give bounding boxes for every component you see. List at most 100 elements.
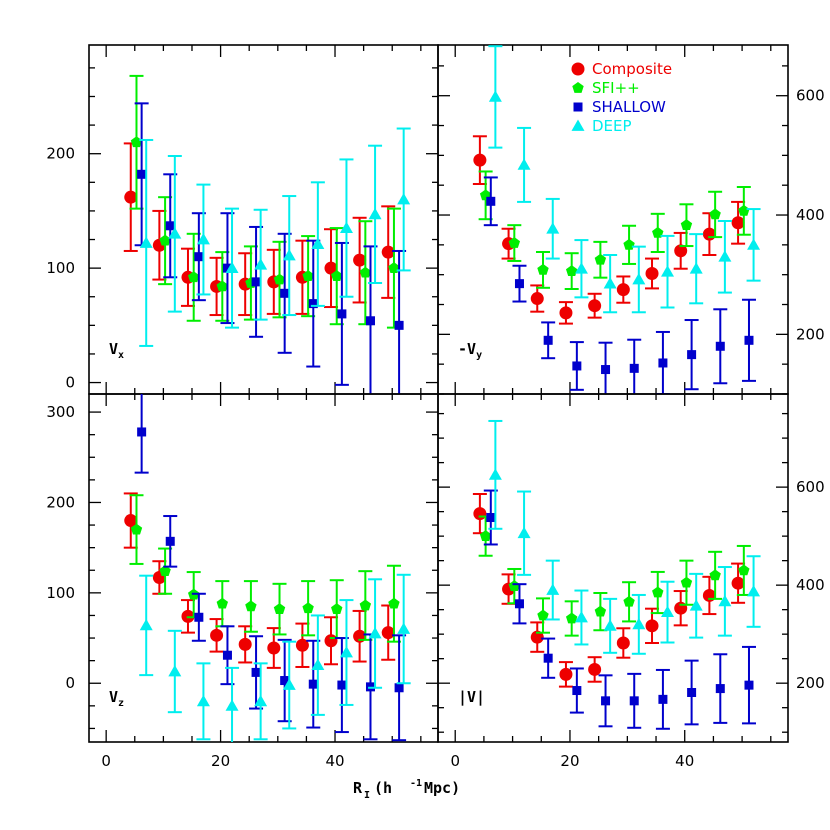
data-point	[689, 599, 703, 611]
data-point	[139, 236, 153, 248]
data-point	[331, 603, 343, 614]
panel-label: Vz	[109, 688, 124, 709]
data-point	[559, 667, 573, 681]
x-axis-label-end: Mpc)	[424, 779, 460, 797]
data-point	[353, 253, 367, 267]
data-point	[194, 252, 204, 262]
data-point	[674, 601, 688, 615]
y-ticks	[438, 65, 788, 395]
data-point	[543, 335, 553, 345]
data-point	[514, 599, 524, 609]
legend-marker	[572, 82, 584, 93]
panel-vy: 200 400 600 -Vy	[437, 44, 825, 395]
data-point	[130, 136, 143, 148]
data-point	[718, 594, 732, 607]
data-point	[282, 249, 296, 261]
data-point	[594, 605, 607, 617]
data-point	[738, 564, 750, 576]
data-point	[311, 237, 325, 249]
x-ticks	[454, 394, 772, 742]
data-point	[537, 609, 549, 621]
panel-frame	[437, 393, 789, 743]
data-point	[616, 636, 630, 650]
data-point	[254, 694, 268, 707]
data-point	[222, 263, 232, 273]
data-point	[629, 696, 639, 706]
data-point	[168, 227, 182, 239]
data-point	[709, 208, 721, 220]
y-tick-label: 100	[46, 259, 75, 277]
data-point	[324, 634, 338, 648]
data-point	[210, 628, 224, 642]
data-point	[744, 680, 754, 690]
data-point	[652, 586, 664, 598]
data-point	[559, 306, 573, 320]
data-point	[331, 270, 343, 281]
data-point	[216, 597, 229, 609]
data-point	[324, 261, 338, 275]
data-point	[225, 699, 239, 711]
data-point	[359, 266, 372, 278]
data-point	[543, 653, 553, 663]
data-point	[254, 258, 268, 270]
legend-marker	[573, 102, 583, 112]
data-point	[124, 190, 138, 204]
panel-vmag: 200 400 600 0 20 40 |V|	[437, 393, 825, 770]
data-point	[603, 277, 617, 289]
y-tick-label: 100	[46, 584, 75, 602]
data-point	[165, 221, 175, 231]
x-axis-label-main: R	[353, 779, 363, 797]
panel-label: |V|	[458, 688, 485, 707]
y-tick-label: 200	[796, 325, 825, 343]
legend-label: Composite	[592, 60, 672, 78]
data-point	[388, 597, 400, 609]
data-point	[273, 603, 286, 614]
data-point	[486, 513, 496, 523]
legend-label: SHALLOW	[592, 98, 666, 116]
data-point	[747, 238, 761, 250]
data-point	[339, 221, 353, 233]
data-point	[251, 277, 261, 287]
panel-data	[123, 394, 411, 742]
series-deep	[139, 127, 411, 347]
data-point	[282, 678, 296, 690]
x-tick-label: 0	[101, 752, 111, 770]
series-composite	[472, 492, 746, 688]
legend-entry: SHALLOW	[573, 98, 666, 116]
data-point	[645, 619, 659, 633]
data-point	[546, 222, 560, 234]
legend-label: SFI++	[592, 79, 640, 97]
data-point	[601, 696, 611, 706]
y-ticks	[438, 412, 788, 733]
data-point	[267, 641, 281, 655]
x-axis-label-sub: I	[364, 790, 370, 801]
data-point	[311, 658, 325, 671]
data-point	[738, 204, 750, 216]
data-point	[238, 637, 252, 651]
y-tick-label: 0	[65, 674, 75, 692]
data-point	[222, 650, 232, 660]
panel-label-sub: y	[476, 350, 482, 361]
data-point	[308, 679, 318, 689]
data-point	[337, 309, 347, 319]
data-point	[565, 612, 578, 624]
panel-vz: 0 100 200 300 0 20 40 Vz	[46, 393, 439, 770]
series-shallow	[483, 489, 756, 730]
data-point	[718, 250, 732, 262]
data-point	[616, 283, 630, 297]
data-point	[658, 358, 668, 368]
data-point	[744, 335, 754, 345]
data-point	[225, 261, 239, 274]
y-tick-label: 400	[796, 576, 825, 594]
panel-label: -Vy	[458, 340, 482, 361]
data-point	[368, 207, 382, 220]
data-point	[702, 588, 716, 602]
data-point	[623, 238, 635, 250]
data-point	[715, 341, 725, 351]
data-point	[337, 680, 347, 690]
data-point	[530, 630, 544, 644]
data-point	[674, 244, 688, 258]
data-point	[251, 667, 261, 677]
y-tick-label: 200	[46, 145, 75, 163]
y-tick-label: 0	[65, 374, 75, 392]
